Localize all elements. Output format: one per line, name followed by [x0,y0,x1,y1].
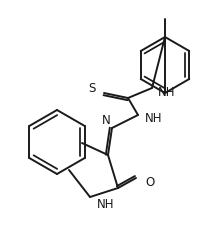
Text: S: S [89,82,96,94]
Text: NH: NH [158,86,175,99]
Text: NH: NH [97,197,114,211]
Text: NH: NH [145,112,162,124]
Text: O: O [145,175,154,189]
Text: N: N [102,114,110,128]
